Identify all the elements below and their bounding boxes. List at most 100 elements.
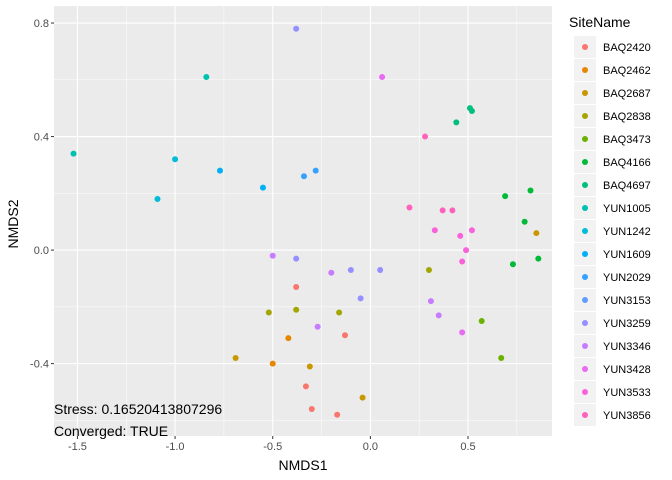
- point-yun2029: [312, 167, 319, 174]
- x-tick-label: 0.0: [363, 441, 378, 453]
- legend-label-yun3856: YUN3856: [603, 410, 651, 422]
- point-baq2420: [308, 406, 315, 413]
- legend-swatch-baq2687: [582, 90, 588, 96]
- point-yun3346: [427, 298, 434, 305]
- legend-swatch-baq2838: [582, 113, 588, 119]
- legend-label-yun1609: YUN1609: [603, 249, 651, 261]
- point-yun3259: [347, 266, 354, 273]
- stress-annotation: Stress: 0.16520413807296: [54, 401, 222, 417]
- point-yun3533: [459, 258, 466, 265]
- point-baq2420: [341, 332, 348, 339]
- point-yun3428: [379, 73, 386, 80]
- point-baq2838: [293, 306, 300, 313]
- point-yun3259: [293, 255, 300, 262]
- legend-label-yun3153: YUN3153: [603, 295, 651, 307]
- legend-label-yun3533: YUN3533: [603, 387, 651, 399]
- converged-annotation: Converged: TRUE: [54, 423, 168, 439]
- y-tick-label: -0.4: [30, 359, 49, 371]
- x-axis: -1.5 -1.0 -0.5 0.0 0.5: [68, 436, 476, 453]
- x-tick-label: -0.5: [263, 441, 282, 453]
- legend-swatch-yun1005: [582, 205, 588, 211]
- point-baq3473: [498, 354, 505, 361]
- x-tick-label: 0.5: [460, 441, 475, 453]
- point-yun3856: [449, 207, 456, 214]
- legend-label-baq2687: BAQ2687: [603, 88, 651, 100]
- point-baq2462: [285, 335, 292, 342]
- legend-label-yun3428: YUN3428: [603, 364, 651, 376]
- legend-swatch-yun1609: [582, 251, 588, 257]
- legend-swatch-yun1242: [582, 228, 588, 234]
- point-baq4697: [468, 108, 475, 115]
- legend-label-yun3346: YUN3346: [603, 341, 651, 353]
- legend-swatch-yun3346: [582, 343, 588, 349]
- point-baq2420: [293, 283, 300, 290]
- point-yun3856: [422, 133, 429, 140]
- x-axis-title: NMDS1: [278, 457, 327, 473]
- point-baq2420: [334, 411, 341, 418]
- plot-panel: [54, 6, 552, 436]
- legend-swatch-baq2462: [582, 67, 588, 73]
- point-yun1242: [172, 156, 179, 163]
- point-baq2687: [533, 230, 540, 237]
- point-yun3533: [463, 247, 470, 254]
- legend-swatch-yun2029: [582, 274, 588, 280]
- point-yun1242: [154, 196, 161, 203]
- point-yun1005: [70, 150, 77, 157]
- legend-label-baq2420: BAQ2420: [603, 42, 651, 54]
- legend-swatch-baq4697: [582, 182, 588, 188]
- legend-label-yun1242: YUN1242: [603, 226, 651, 238]
- y-tick-label: 0.0: [34, 245, 49, 257]
- legend-swatch-baq3473: [582, 136, 588, 142]
- legend-swatch-yun3856: [582, 412, 588, 418]
- legend: SiteName BAQ2420 BAQ2462 BAQ2687 BAQ2838 BAQ…: [569, 14, 651, 426]
- point-baq4166: [509, 261, 516, 268]
- point-yun3259: [357, 295, 364, 302]
- point-baq2838: [336, 309, 343, 316]
- legend-label-baq3473: BAQ3473: [603, 134, 651, 146]
- legend-label-yun2029: YUN2029: [603, 272, 651, 284]
- point-baq2687: [306, 363, 313, 370]
- point-yun1005: [203, 73, 210, 80]
- legend-swatch-yun3428: [582, 366, 588, 372]
- point-baq3473: [478, 318, 485, 325]
- point-baq2420: [302, 383, 309, 390]
- legend-swatch-yun3533: [582, 389, 588, 395]
- y-tick-label: 0.8: [34, 18, 49, 30]
- legend-label-baq4166: BAQ4166: [603, 157, 651, 169]
- legend-label-baq2838: BAQ2838: [603, 111, 651, 123]
- point-yun3856: [439, 207, 446, 214]
- point-yun3346: [269, 252, 276, 259]
- legend-label-yun3259: YUN3259: [603, 318, 651, 330]
- panel-background: [54, 6, 552, 436]
- point-yun1609: [217, 167, 223, 174]
- x-tick-label: -1.0: [166, 441, 185, 453]
- point-yun3428: [459, 329, 466, 336]
- legend-swatch-yun3153: [582, 297, 588, 303]
- point-baq4166: [521, 218, 528, 225]
- data-points: [70, 25, 542, 418]
- point-yun3533: [431, 227, 438, 234]
- x-tick-label: -1.5: [68, 441, 87, 453]
- point-yun3856: [406, 204, 413, 211]
- legend-title: SiteName: [569, 14, 631, 30]
- legend-label-yun1005: YUN1005: [603, 203, 651, 215]
- point-baq2687: [359, 394, 366, 401]
- point-yun3533: [468, 227, 475, 234]
- point-yun3259: [377, 266, 384, 273]
- legend-swatch-baq4166: [582, 159, 588, 165]
- point-yun3346: [328, 269, 335, 276]
- legend-label-baq2462: BAQ2462: [603, 65, 651, 77]
- point-yun3259: [293, 25, 300, 32]
- point-baq4166: [535, 255, 542, 262]
- point-baq2462: [269, 360, 276, 367]
- grid-lines: [54, 6, 552, 436]
- point-baq4166: [502, 193, 509, 200]
- legend-swatch-yun3259: [582, 320, 588, 326]
- legend-swatch-baq2420: [582, 44, 588, 50]
- point-yun3533: [457, 232, 464, 239]
- point-yun2029: [300, 173, 307, 180]
- annotations: Stress: 0.16520413807296 Converged: TRUE: [54, 401, 222, 439]
- y-tick-label: 0.4: [34, 132, 49, 144]
- point-baq2838: [265, 309, 272, 316]
- y-axis-title: NMDS2: [5, 199, 21, 248]
